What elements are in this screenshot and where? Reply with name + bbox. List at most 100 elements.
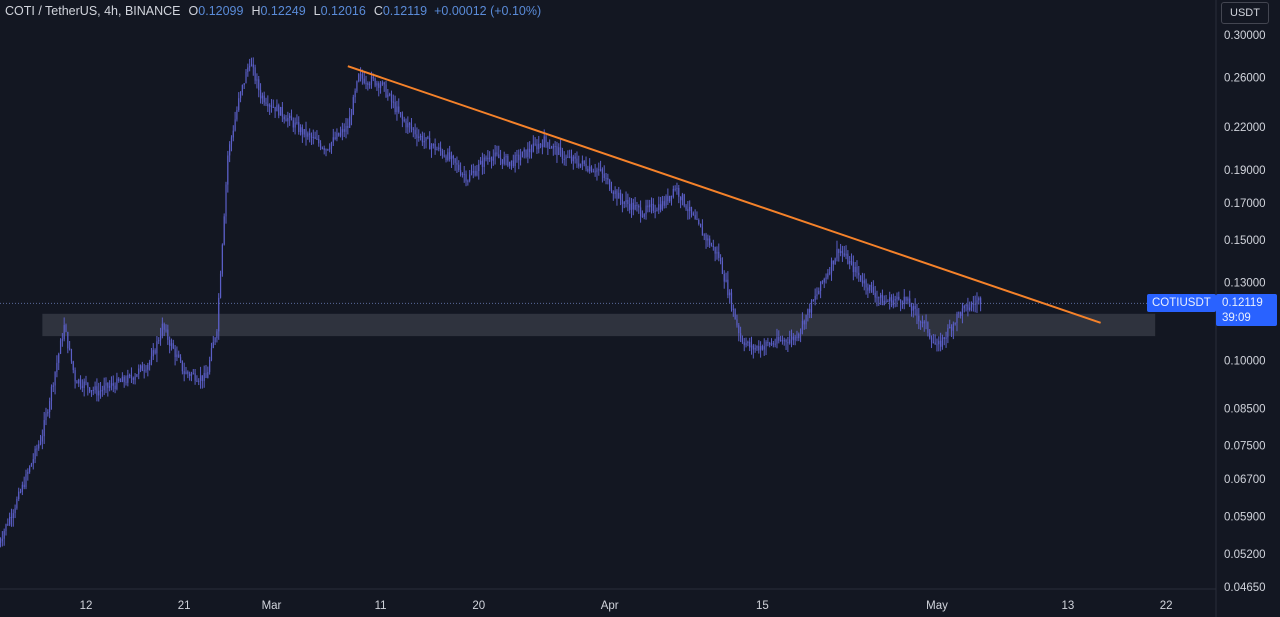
price-axis[interactable]: 0.30000 0.26000 0.22000 0.19000 0.17000 0.150… (1224, 30, 1266, 594)
time-tick-label: Apr (601, 600, 619, 612)
price-tick-label: 0.30000 (1224, 30, 1266, 42)
candle-body (807, 309, 809, 315)
candle-body (485, 157, 487, 160)
candle-body (214, 338, 216, 343)
candle-body (834, 258, 836, 265)
candle-body (345, 125, 347, 132)
candle-body (916, 309, 918, 316)
candle-body (327, 149, 329, 151)
candle-body (339, 132, 342, 136)
candle-body (656, 210, 658, 212)
candle-body (459, 170, 462, 175)
candle-body (707, 238, 709, 241)
candle-body (165, 329, 167, 331)
candle-body (223, 216, 225, 245)
candle-body (712, 246, 714, 248)
candle-body (847, 253, 849, 264)
candle-body (632, 202, 634, 210)
candle-body (596, 169, 598, 173)
last-price-badge: 0.12119 39:09 (1216, 294, 1277, 326)
change-value: +0.00012 (+0.10%) (434, 4, 542, 18)
candle-body (734, 308, 736, 320)
candle-body (174, 348, 176, 358)
candle-body (576, 158, 578, 164)
candle-body (181, 360, 183, 372)
candle-body (843, 253, 845, 256)
candle-body (827, 273, 829, 278)
price-tick-label: 0.19000 (1224, 165, 1266, 177)
candle-body (265, 102, 267, 104)
candle-body (269, 105, 271, 107)
candle-body (229, 144, 231, 156)
candle-body (247, 67, 249, 72)
candle-body (478, 164, 480, 172)
candle-body (872, 287, 874, 293)
candle-body (581, 160, 584, 164)
candle-body (743, 342, 745, 346)
candle-body (127, 375, 129, 383)
candle-body (625, 199, 627, 202)
candle-body (752, 345, 754, 350)
candle-body (239, 91, 242, 99)
symbol-title[interactable]: COTI / TetherUS, 4h, BINANCE (5, 4, 181, 18)
price-tick-label: 0.17000 (1224, 198, 1266, 210)
candle-body (70, 349, 73, 362)
candle-body (456, 162, 458, 165)
candle-body (21, 484, 23, 492)
candle-body (854, 266, 856, 273)
candle-body (354, 90, 356, 98)
candle-body (76, 381, 78, 384)
time-tick-label: 21 (178, 600, 191, 612)
candle-body (369, 84, 371, 86)
support-zone[interactable] (42, 313, 1156, 337)
candle-body (649, 204, 651, 208)
candle-body (378, 83, 380, 88)
candle-body (529, 148, 531, 152)
candle-body (705, 234, 707, 241)
candle-body (658, 204, 660, 211)
candle-body (607, 177, 609, 180)
candle-body (709, 238, 711, 246)
candle-body (32, 459, 34, 464)
candle-body (356, 81, 358, 91)
candle-body (487, 157, 489, 160)
candle-body (221, 244, 223, 274)
candle-body (980, 298, 982, 304)
time-axis[interactable]: 12 21 Mar 11 20 Apr 15 May 13 22 (80, 600, 1173, 612)
candle-body (161, 323, 163, 336)
candle-body (421, 135, 423, 143)
candle-body (832, 260, 834, 265)
candle-body (385, 84, 387, 97)
candle-body (489, 157, 491, 159)
candle-body (50, 386, 53, 402)
candle-body (187, 371, 189, 374)
candle-body (814, 295, 816, 300)
resistance-trendline[interactable] (347, 65, 1101, 324)
candle-body (14, 508, 16, 514)
candle-body (863, 280, 865, 284)
candle-body (923, 321, 925, 324)
candle-body (156, 341, 158, 354)
candle-body (259, 90, 262, 99)
candle-body (574, 156, 576, 159)
candlestick-series (0, 57, 982, 548)
candle-body (594, 171, 596, 173)
candle-body (41, 436, 43, 442)
candle-body (976, 300, 978, 305)
candle-body (610, 189, 613, 193)
candle-body (1, 538, 3, 542)
candle-body (189, 373, 191, 376)
candle-body (334, 137, 336, 140)
candle-body (754, 347, 756, 350)
candle-body (436, 149, 438, 151)
candle-body (250, 64, 253, 66)
candle-body (170, 343, 173, 346)
candle-body (774, 343, 776, 345)
candle-body (840, 250, 842, 253)
currency-button[interactable]: USDT (1221, 2, 1269, 24)
candle-body (130, 375, 133, 378)
candle-body (510, 160, 513, 162)
price-tick-label: 0.13000 (1224, 278, 1266, 290)
candle-body (890, 297, 893, 306)
